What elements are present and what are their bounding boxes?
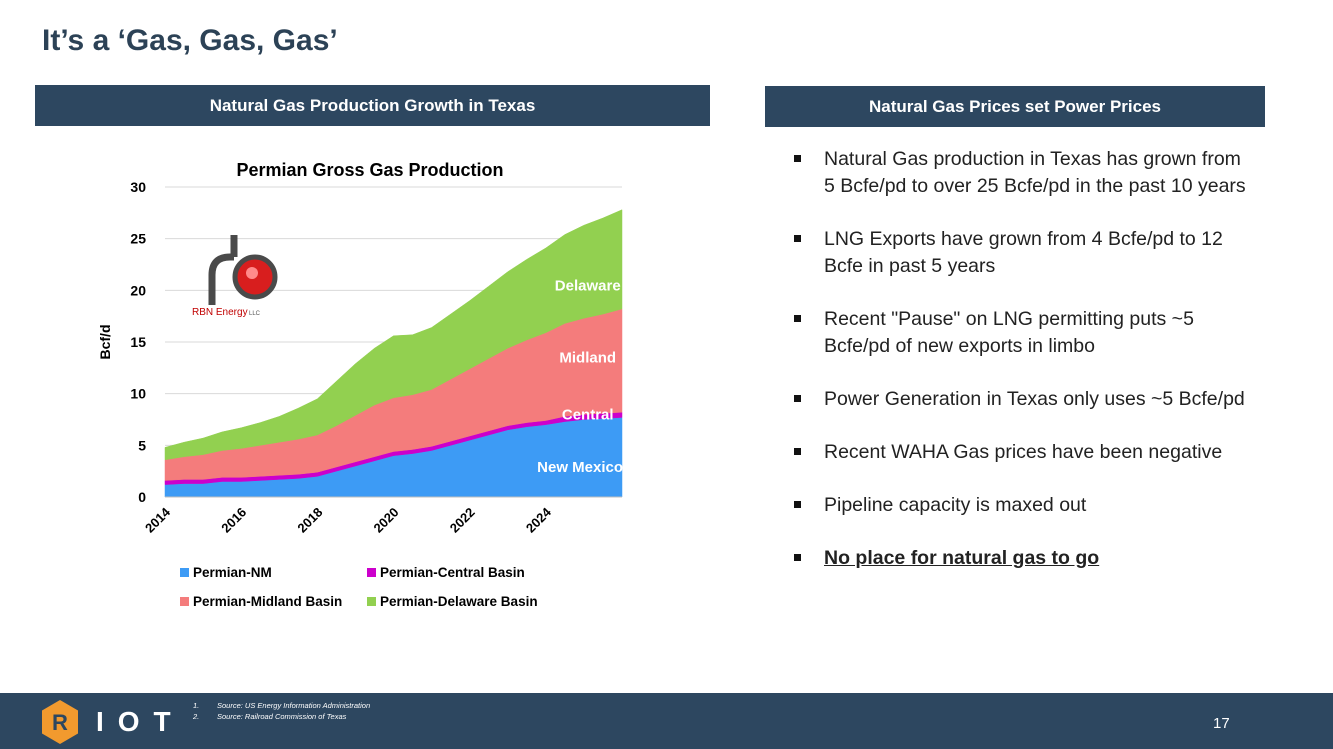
page-title: It’s a ‘Gas, Gas, Gas’ — [42, 24, 338, 57]
svg-text:R: R — [52, 710, 68, 735]
y-tick-label: 5 — [138, 437, 146, 453]
legend-label: Permian-Delaware Basin — [380, 594, 538, 609]
bullet-text: Natural Gas production in Texas has grow… — [824, 148, 1246, 197]
y-tick-label: 15 — [130, 334, 146, 350]
bullet-marker — [794, 554, 801, 561]
footnote: 2. Source: Railroad Commission of Texas — [193, 712, 347, 721]
left-section-header: Natural Gas Production Growth in Texas — [35, 85, 710, 126]
bullet-list: Natural Gas production in Texas has grow… — [790, 146, 1250, 598]
y-tick-label: 20 — [130, 282, 146, 298]
legend-label: Permian-Central Basin — [380, 565, 525, 580]
logo-wordmark: IOT — [96, 706, 185, 737]
bullet-text: Recent "Pause" on LNG permitting puts ~5… — [824, 308, 1194, 357]
bullet-text: LNG Exports have grown from 4 Bcfe/pd to… — [824, 228, 1223, 277]
y-tick-label: 0 — [138, 489, 146, 505]
bullet-marker — [794, 395, 801, 402]
hexagon-r-icon: R — [42, 700, 78, 744]
bullet-item: Natural Gas production in Texas has grow… — [790, 146, 1250, 200]
bullet-text: Power Generation in Texas only uses ~5 B… — [824, 388, 1245, 410]
bullet-marker — [794, 315, 801, 322]
rbn-logo-suffix: LLC — [249, 311, 261, 317]
bullet-item: No place for natural gas to go — [790, 545, 1250, 572]
x-tick-label: 2014 — [142, 504, 174, 536]
page-number: 17 — [1213, 715, 1230, 732]
legend-label: Permian-Midland Basin — [193, 594, 342, 609]
x-tick-label: 2020 — [371, 505, 402, 536]
bullet-item: Pipeline capacity is maxed out — [790, 492, 1250, 519]
bullet-marker — [794, 448, 801, 455]
production-chart: Permian Gross Gas Production 0 5 10 15 20 25 30… — [97, 160, 623, 609]
area-annotation: New Mexico — [537, 459, 623, 476]
legend-swatch — [367, 597, 376, 606]
y-tick-label: 30 — [130, 179, 146, 195]
x-tick-label: 2016 — [218, 505, 249, 536]
area-annotation: Midland — [559, 350, 616, 367]
y-tick-label: 10 — [130, 386, 146, 402]
rbn-logo: RBN Energy LLC — [192, 235, 278, 318]
bullet-item: Power Generation in Texas only uses ~5 B… — [790, 386, 1250, 413]
bullet-text: Pipeline capacity is maxed out — [824, 494, 1087, 516]
legend-swatch — [367, 568, 376, 577]
series-area — [164, 209, 623, 461]
bullet-marker — [794, 235, 801, 242]
right-section-header: Natural Gas Prices set Power Prices — [765, 86, 1265, 127]
footnotes: 1. Source: US Energy Information Administ… — [193, 700, 370, 722]
x-tick-label: 2018 — [294, 505, 325, 536]
x-tick-label: 2024 — [523, 504, 555, 536]
bullet-marker — [794, 155, 801, 162]
bullet-item: Recent "Pause" on LNG permitting puts ~5… — [790, 306, 1250, 360]
bullet-item: Recent WAHA Gas prices have been negativ… — [790, 439, 1250, 466]
bullet-text: No place for natural gas to go — [824, 547, 1100, 569]
y-tick-label: 25 — [130, 231, 146, 247]
x-tick-label: 2022 — [447, 505, 478, 536]
footnote: 1. Source: US Energy Information Administ… — [193, 701, 371, 710]
bullet-item: LNG Exports have grown from 4 Bcfe/pd to… — [790, 226, 1250, 280]
area-annotation: Delaware — [555, 277, 621, 294]
rbn-logo-text: RBN Energy — [192, 307, 248, 318]
bullet-text: Recent WAHA Gas prices have been negativ… — [824, 441, 1223, 463]
riot-logo: R IOT — [40, 699, 185, 745]
bullet-marker — [794, 501, 801, 508]
footer-bar: R IOT 1. Source: US Energy Information Ad… — [0, 693, 1333, 749]
legend-swatch — [180, 568, 189, 577]
legend-label: Permian-NM — [193, 565, 272, 580]
rbn-logo-stroke — [208, 235, 238, 305]
legend-swatch — [180, 597, 189, 606]
area-annotation: Central — [562, 407, 614, 424]
rbn-logo-highlight — [246, 267, 258, 279]
chart-title: Permian Gross Gas Production — [236, 160, 503, 180]
y-axis-label: Bcf/d — [97, 325, 113, 360]
